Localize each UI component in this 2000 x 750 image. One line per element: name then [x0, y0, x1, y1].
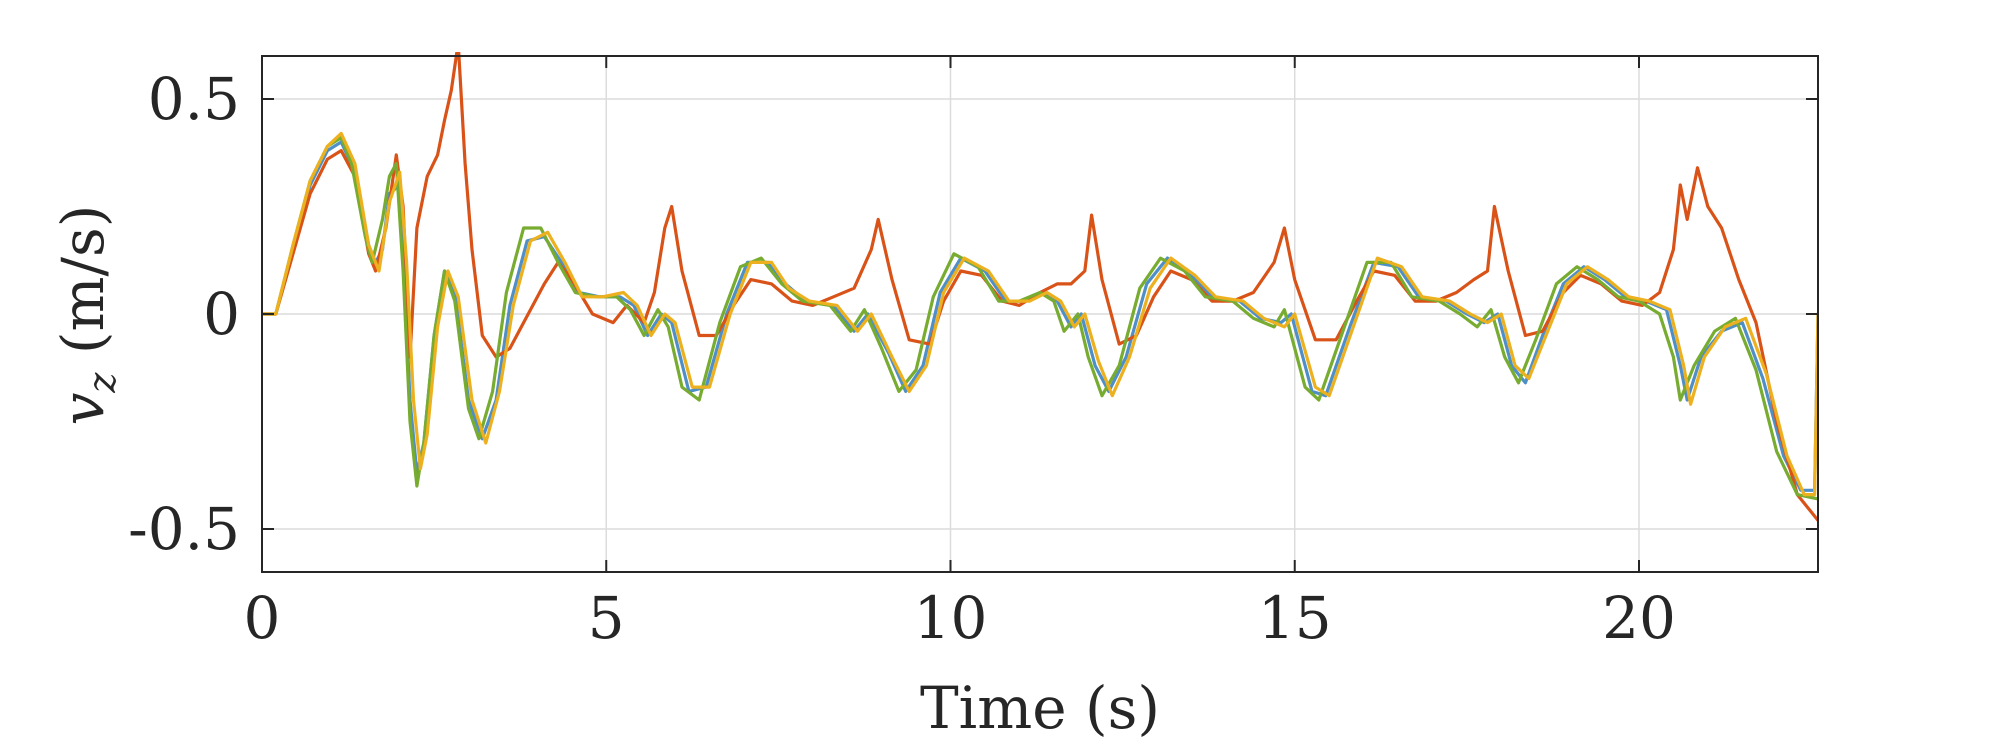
y-tick-label: 0 — [203, 280, 240, 348]
y-tick-label: -0.5 — [128, 495, 240, 563]
y-axis-label: vz (m/s) — [49, 205, 124, 426]
y-axis-label-variable: v — [49, 392, 117, 425]
x-tick-label: 15 — [1258, 584, 1332, 652]
y-axis-label-subscript: z — [80, 372, 124, 394]
grid-lines — [262, 56, 1818, 572]
x-axis-label: Time (s) — [920, 674, 1160, 742]
tick-marks — [261, 56, 1818, 572]
x-tick-label: 0 — [244, 584, 281, 652]
tick-labels: 0 5 10 15 20-0.500.5 — [128, 65, 1676, 652]
series-line-3 — [262, 136, 1818, 501]
y-axis-label-unit: (m/s) — [49, 205, 117, 373]
x-tick-label: 10 — [914, 584, 988, 652]
series-line-1 — [262, 140, 1818, 492]
y-tick-label: 0.5 — [148, 65, 240, 133]
x-tick-label: 20 — [1602, 584, 1676, 652]
series-line-2 — [262, 52, 1818, 522]
x-tick-label: 5 — [588, 584, 625, 652]
series-group — [262, 52, 1818, 522]
series-line-4 — [262, 131, 1818, 497]
